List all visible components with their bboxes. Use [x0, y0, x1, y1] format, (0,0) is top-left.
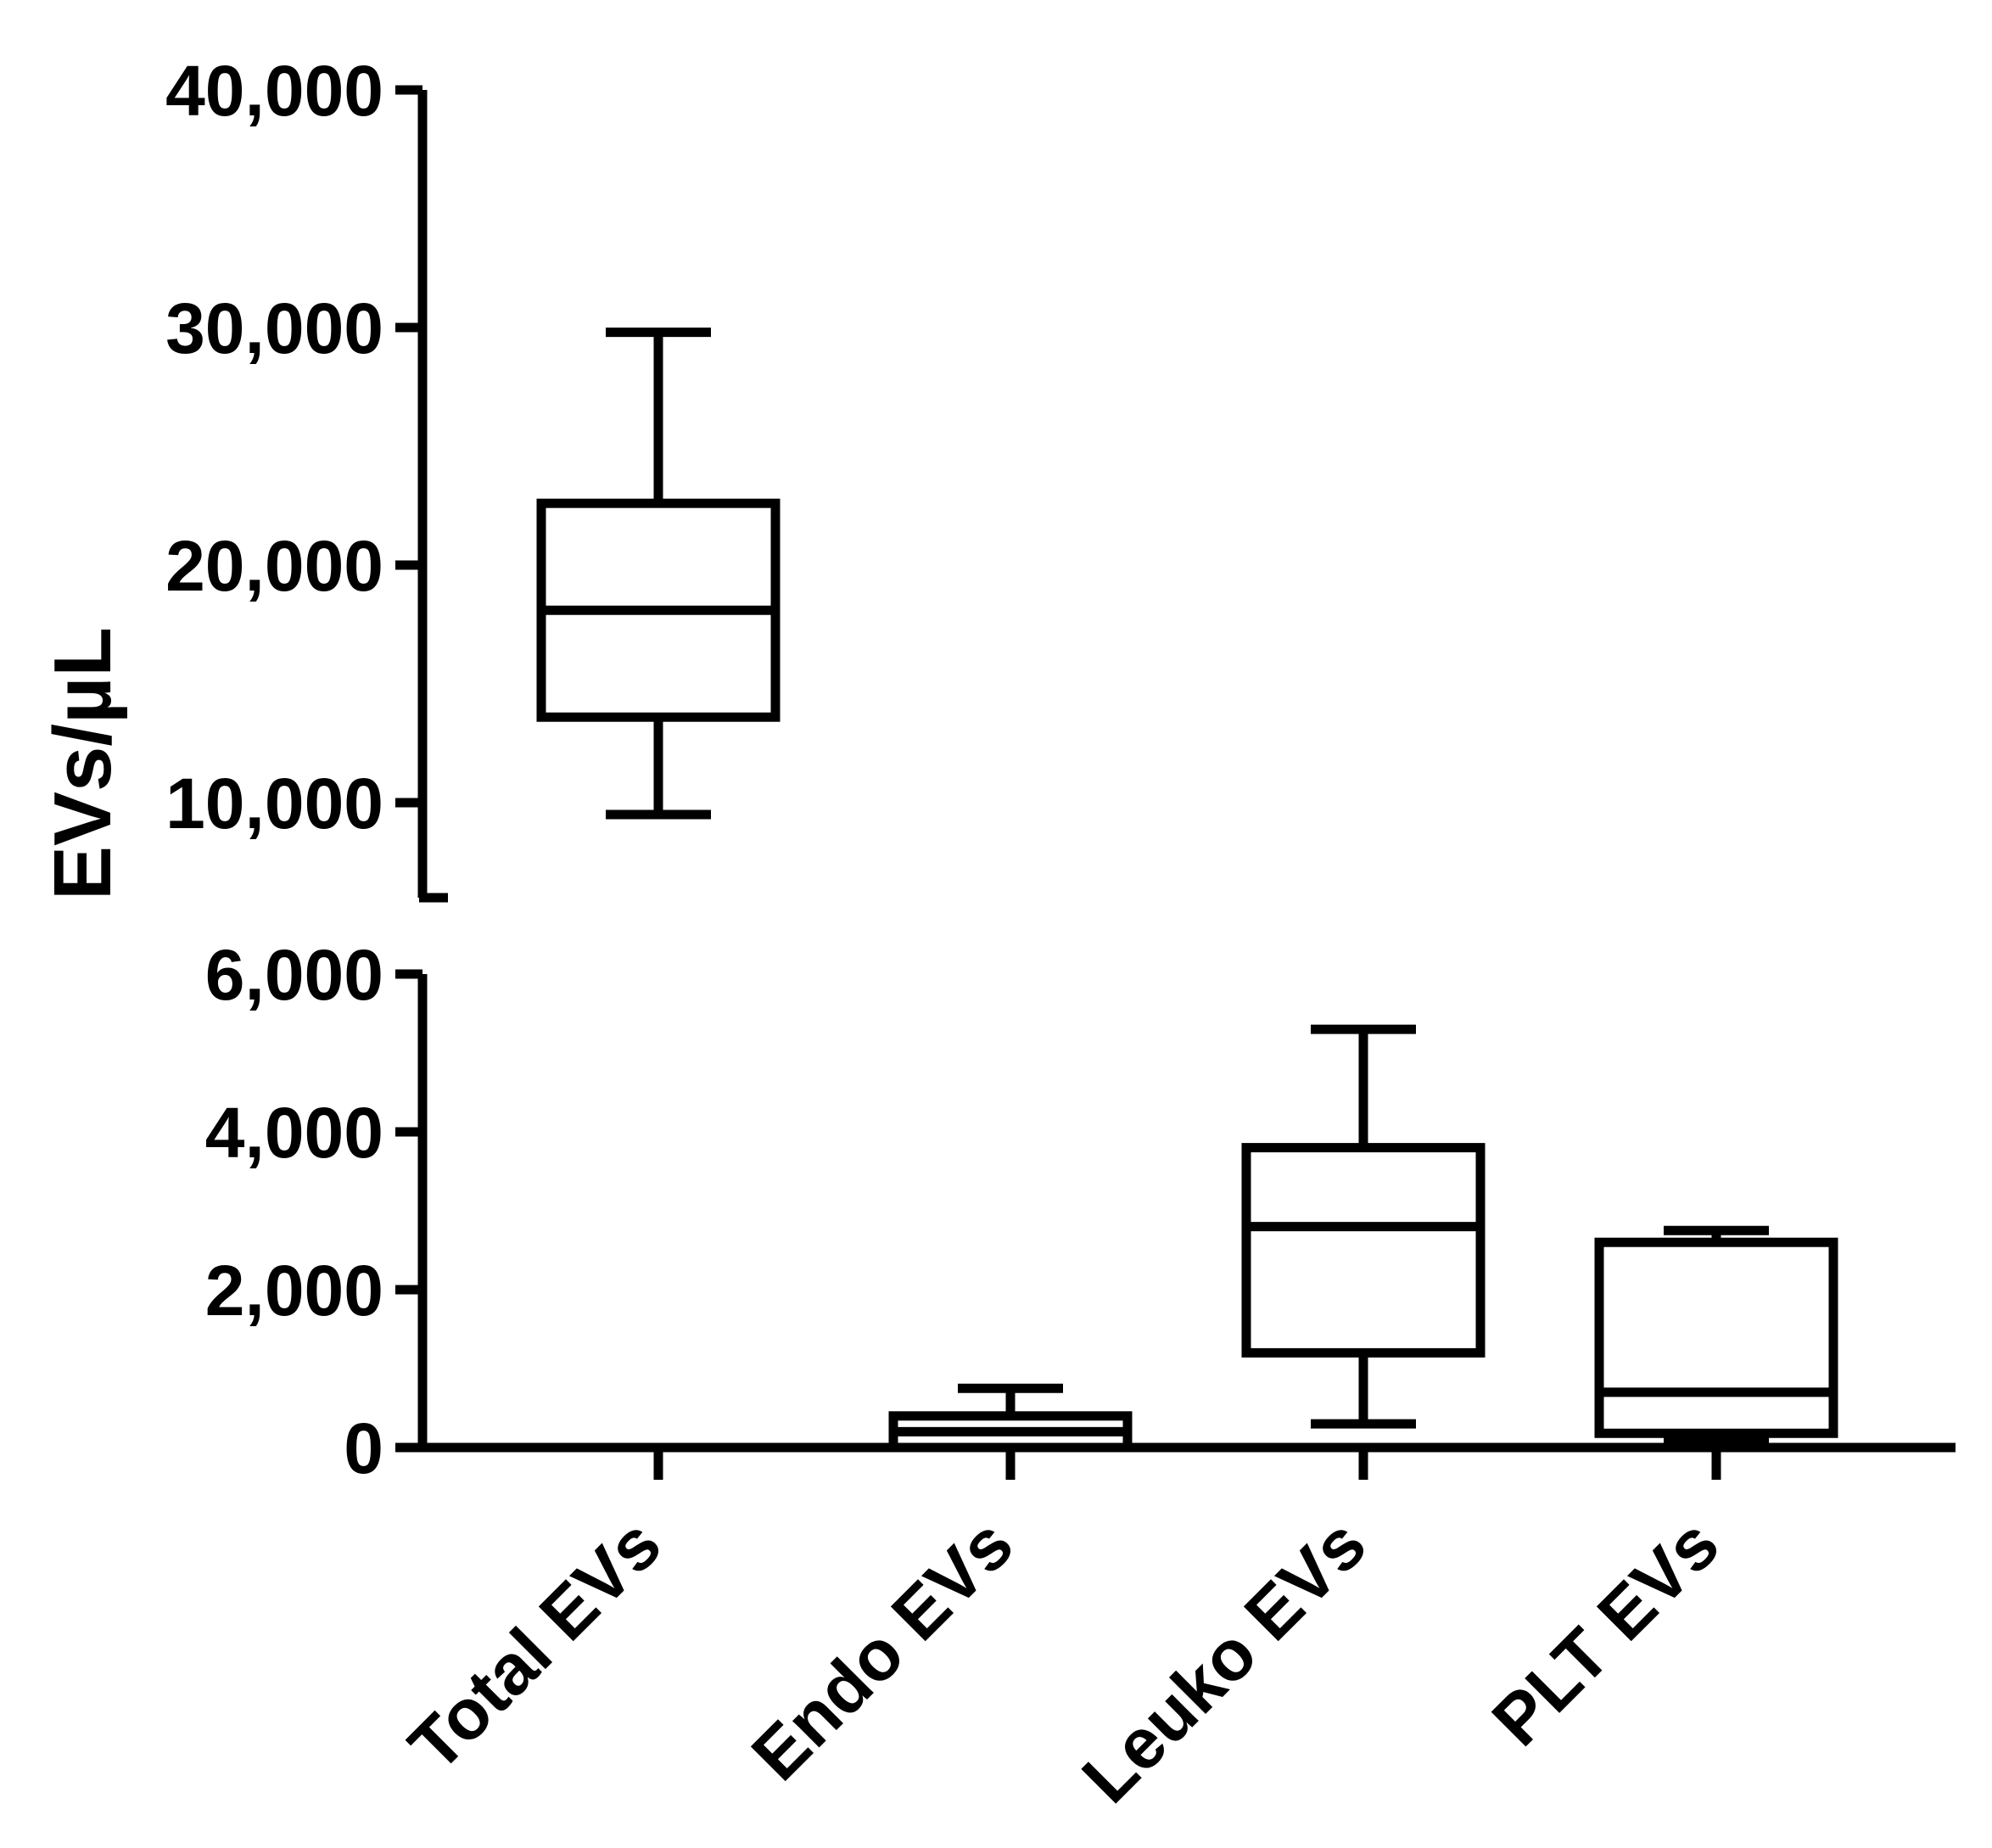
y-tick-label: 10,000 [165, 764, 383, 843]
box-series [536, 328, 1838, 1453]
box-iqr [1594, 1237, 1838, 1438]
y-tick-label: 4,000 [205, 1093, 383, 1173]
y-tick-label: 0 [344, 1408, 383, 1488]
axis-labels: 0 2,000 4,000 6,000 10,000 20,000 30,000 40,000… [165, 51, 1734, 1817]
box-iqr [1241, 1143, 1486, 1358]
y-tick-label: 40,000 [165, 51, 383, 131]
x-category-label: Endo EVs [736, 1504, 1028, 1795]
y-tick-label: 30,000 [165, 288, 383, 368]
y-tick-label: 6,000 [205, 935, 383, 1015]
y-axis-title: EVs/µL [37, 627, 128, 900]
x-category-label: Total EVs [394, 1504, 676, 1786]
y-tick-label: 20,000 [165, 526, 383, 606]
y-tick-label: 2,000 [205, 1251, 383, 1330]
x-category-label: PLT EVs [1477, 1504, 1734, 1761]
axes [395, 85, 1956, 1480]
x-category-label: Leuko EVs [1067, 1504, 1381, 1817]
